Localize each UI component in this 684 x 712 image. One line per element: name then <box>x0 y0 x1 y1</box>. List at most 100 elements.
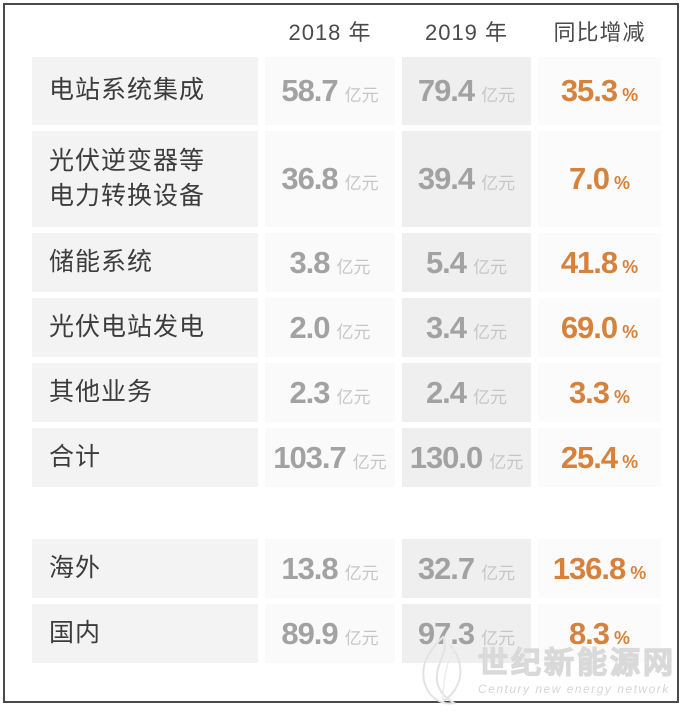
row-label: 其他业务 <box>32 363 258 422</box>
header-2019: 2019 年 <box>424 20 509 45</box>
row-label: 电站系统集成 <box>32 57 258 125</box>
value-2019-number: 2.4 <box>425 374 467 410</box>
value-2019-unit: 亿元 <box>473 257 508 277</box>
yoy-value-group: 69.0 % <box>561 310 638 346</box>
value-2018-group: 13.8 亿元 <box>281 551 378 587</box>
value-2019: 2.4 亿元 <box>402 363 531 422</box>
yoy-value: 69.0 % <box>538 298 661 357</box>
row-label-line1: 光伏逆变器等 <box>49 146 206 175</box>
segment-rows-section: 电站系统集成 58.7 亿元 79.4 亿元 35.3 % 光伏逆变器等 电力转… <box>32 57 677 487</box>
yoy-value: 25.4 % <box>538 428 661 487</box>
row-label-line1: 储能系统 <box>49 247 154 276</box>
value-2019-unit: 亿元 <box>473 387 508 407</box>
value-2018-unit: 亿元 <box>336 322 371 342</box>
yoy-value: 3.3 % <box>538 363 661 422</box>
value-2019-number: 3.4 <box>425 309 467 345</box>
value-2018-unit: 亿元 <box>336 257 371 277</box>
table-row: 电站系统集成 58.7 亿元 79.4 亿元 35.3 % <box>32 57 677 125</box>
yoy-number: 35.3 <box>560 73 618 108</box>
value-2018-number: 2.3 <box>289 374 330 410</box>
value-2018: 36.8 亿元 <box>265 131 395 227</box>
yoy-value-group: 35.3 % <box>561 73 638 109</box>
yoy-percent-sign: % <box>614 627 631 648</box>
value-2019-number: 79.4 <box>417 73 475 108</box>
value-2019-unit: 亿元 <box>481 563 516 583</box>
row-label-line1: 其他业务 <box>49 377 154 406</box>
row-label: 光伏电站发电 <box>32 298 258 357</box>
yoy-percent-sign: % <box>622 85 639 105</box>
value-2018-group: 103.7 亿元 <box>273 440 387 476</box>
value-2019-number: 39.4 <box>417 161 475 196</box>
yoy-value-group: 136.8 % <box>553 551 647 587</box>
yoy-percent-sign: % <box>614 386 631 407</box>
yoy-number: 8.3 <box>568 615 610 651</box>
value-2019-group: 32.7 亿元 <box>418 551 515 587</box>
row-label: 储能系统 <box>32 233 258 292</box>
value-2018-group: 3.8 亿元 <box>289 245 370 281</box>
yoy-percent-sign: % <box>614 173 631 193</box>
yoy-percent-sign: % <box>622 451 639 472</box>
value-2018-unit: 亿元 <box>344 86 379 105</box>
yoy-value-group: 3.3 % <box>569 375 630 411</box>
value-2018-number: 58.7 <box>281 73 338 108</box>
table-header: 2018 年 2019 年 同比增减 <box>32 5 677 57</box>
yoy-number: 41.8 <box>560 244 618 280</box>
value-2018-number: 103.7 <box>273 439 347 475</box>
value-2018-group: 2.0 亿元 <box>289 310 370 346</box>
value-2018-number: 13.8 <box>281 550 338 586</box>
table-row: 储能系统 3.8 亿元 5.4 亿元 41.8 % <box>32 233 677 292</box>
yoy-value-group: 8.3 % <box>569 616 630 652</box>
region-rows-section: 海外 13.8 亿元 32.7 亿元 136.8 % 国内 <box>32 539 677 663</box>
row-label: 国内 <box>32 604 258 663</box>
value-2019-unit: 亿元 <box>481 174 516 193</box>
yoy-number: 7.0 <box>568 161 610 196</box>
header-yoy: 同比增减 <box>553 20 646 45</box>
value-2019: 32.7 亿元 <box>402 539 531 598</box>
value-2018-group: 2.3 亿元 <box>289 375 370 411</box>
yoy-percent-sign: % <box>622 321 639 342</box>
table-frame: 2018 年 2019 年 同比增减 电站系统集成 58.7 亿元 79.4 亿… <box>3 3 679 703</box>
value-2019-group: 79.4 亿元 <box>418 73 515 109</box>
value-2019-group: 3.4 亿元 <box>426 310 507 346</box>
yoy-value: 35.3 % <box>538 57 661 125</box>
value-2019: 5.4 亿元 <box>402 233 531 292</box>
table-row: 合计 103.7 亿元 130.0 亿元 25.4 % <box>32 428 677 487</box>
value-2018-group: 89.9 亿元 <box>281 616 378 652</box>
value-2019-group: 130.0 亿元 <box>410 440 524 476</box>
yoy-value-group: 25.4 % <box>561 440 638 476</box>
row-label-line1: 光伏电站发电 <box>49 312 206 341</box>
value-2019: 39.4 亿元 <box>402 131 531 227</box>
header-2018: 2018 年 <box>288 20 372 45</box>
value-2019-number: 130.0 <box>409 439 484 475</box>
value-2018-number: 36.8 <box>281 161 338 196</box>
value-2019-number: 97.3 <box>417 615 475 651</box>
yoy-number: 136.8 <box>552 550 627 586</box>
yoy-value-group: 41.8 % <box>561 245 638 281</box>
value-2018: 13.8 亿元 <box>265 539 395 598</box>
value-2018-unit: 亿元 <box>344 563 379 583</box>
yoy-percent-sign: % <box>630 562 647 583</box>
yoy-value: 8.3 % <box>538 604 661 663</box>
row-label: 海外 <box>32 539 258 598</box>
value-2018-unit: 亿元 <box>344 174 379 193</box>
row-label-line1: 海外 <box>49 553 102 582</box>
value-2018: 2.3 亿元 <box>265 363 395 422</box>
table-row: 其他业务 2.3 亿元 2.4 亿元 3.3 % <box>32 363 677 422</box>
yoy-value: 41.8 % <box>538 233 661 292</box>
yoy-value: 136.8 % <box>538 539 661 598</box>
row-label: 合计 <box>32 428 258 487</box>
yoy-number: 3.3 <box>568 374 610 410</box>
row-label-line1: 电站系统集成 <box>49 76 206 105</box>
yoy-number: 25.4 <box>560 439 618 475</box>
value-2019-group: 97.3 亿元 <box>418 616 515 652</box>
value-2018: 3.8 亿元 <box>265 233 395 292</box>
value-2018-number: 3.8 <box>289 244 330 280</box>
value-2019-unit: 亿元 <box>481 86 516 105</box>
value-2018-group: 36.8 亿元 <box>281 161 378 197</box>
yoy-percent-sign: % <box>622 256 639 277</box>
value-2019-number: 5.4 <box>425 244 467 280</box>
value-2018: 89.9 亿元 <box>265 604 395 663</box>
value-2018-unit: 亿元 <box>352 452 387 472</box>
value-2018-unit: 亿元 <box>344 628 379 648</box>
section-divider-gap <box>32 493 677 539</box>
